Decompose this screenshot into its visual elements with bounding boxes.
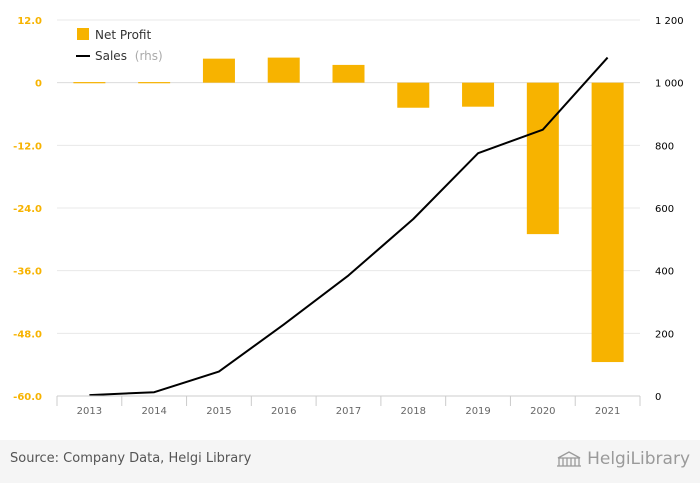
y-left-tick-label: 12.0 [17,16,42,27]
x-tick-label: 2013 [77,406,102,417]
sales-line [89,56,609,397]
line-sales [89,56,609,397]
net-profit-bars [73,57,624,363]
x-tick-label: 2020 [530,406,555,417]
y-right-tick-label: 600 [655,204,674,215]
y-right-tick-label: 0 [655,392,661,403]
y-right-tick-label: 1 200 [655,16,684,27]
bar-net-profit-2015 [202,58,235,83]
legend-label-sales-name: Sales [95,49,127,63]
brand-name: HelgiLibrary [587,449,690,469]
legend-label-sales-suffix: (rhs) [135,49,163,63]
bar-net-profit-2017 [332,64,365,83]
y-right-tick-label: 400 [655,267,674,278]
y-left-tick-label: 0 [35,79,42,90]
y-right-tick-label: 800 [655,141,674,152]
brand-logo: HelgiLibrary [556,449,690,469]
bar-net-profit-2020 [526,82,559,235]
x-tick-label: 2021 [595,406,620,417]
bar-net-profit-2014 [138,82,171,84]
bar-net-profit-2018 [397,82,430,108]
y-right-tick-label: 200 [655,329,674,340]
x-tick-label: 2018 [401,406,426,417]
legend-label-net-profit: Net Profit [95,28,151,42]
bar-net-profit-2013 [73,82,106,84]
bar-net-profit-2019 [462,82,495,107]
x-tick-label: 2019 [465,406,490,417]
x-tick-label: 2017 [336,406,361,417]
x-tick-label: 2015 [206,406,231,417]
bar-net-profit-2016 [267,57,300,83]
legend-label-sales: Sales (rhs) [95,49,163,63]
footer: Source: Company Data, Helgi Library Helg… [0,440,700,483]
y-left-tick-label: -36.0 [13,267,42,278]
x-tick-label: 2016 [271,406,296,417]
axes: 2013 2014 2015 2016 2017 2018 2019 2020 2021 12.0… [13,16,683,417]
y-left-tick-label: -24.0 [13,204,42,215]
x-tick-label: 2014 [141,406,166,417]
y-left-tick-label: -60.0 [13,392,42,403]
combo-chart: 2013 2014 2015 2016 2017 2018 2019 2020 2021 12.0… [13,16,683,417]
library-building-icon [557,451,582,467]
legend-swatch-net-profit [77,28,89,40]
y-left-tick-label: -12.0 [13,141,42,152]
bar-net-profit-2021 [591,82,624,363]
y-left-tick-label: -48.0 [13,329,42,340]
source-note: Source: Company Data, Helgi Library [10,451,252,466]
y-right-tick-label: 1 000 [655,79,684,90]
legend: Net Profit Sales (rhs) [76,28,163,63]
